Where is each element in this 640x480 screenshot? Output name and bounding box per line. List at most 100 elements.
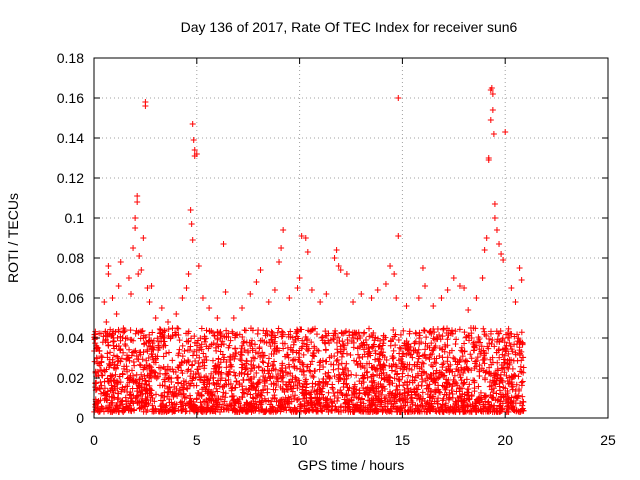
data-point [403,365,410,372]
data-point [389,380,396,387]
data-point [101,378,108,385]
data-point [370,384,377,391]
data-point [179,342,186,349]
data-point [508,331,515,338]
data-point [354,362,361,369]
data-point [278,245,285,251]
data-point [109,359,116,366]
data-point [298,233,305,239]
data-point [477,395,484,402]
data-point [104,397,111,404]
data-point [245,348,252,355]
data-point [350,334,357,341]
data-point [180,378,187,385]
data-point [203,373,210,380]
data-point [428,340,435,347]
data-point [247,342,254,349]
data-point [366,333,373,340]
data-point [445,395,452,402]
data-point [94,399,101,406]
data-point [361,346,368,353]
data-point [149,351,156,358]
data-point [94,360,101,367]
data-point [238,371,245,378]
data-point [234,331,241,338]
data-point [211,392,218,399]
data-point [264,386,271,393]
data-point [466,381,473,388]
data-point [369,382,376,389]
data-point [229,407,236,414]
data-point [452,398,459,405]
data-point [380,332,387,339]
data-point [471,388,478,395]
data-point [325,369,332,376]
data-point [429,363,436,370]
data-point [128,395,135,402]
data-point [515,335,522,342]
data-point [423,400,430,407]
data-point [495,330,502,337]
data-point [132,330,139,337]
data-point [415,382,422,389]
data-point [216,363,223,370]
data-point [136,253,143,259]
data-point [381,375,388,382]
data-point [372,334,379,341]
data-point [132,215,139,221]
data-point [146,363,153,370]
x-tick-label: 0 [90,432,98,448]
data-point [380,366,387,373]
data-point [271,346,278,353]
data-point [514,338,521,345]
data-point [343,271,350,277]
data-point [376,356,383,363]
data-point [138,371,145,378]
data-point [124,404,131,411]
data-point [476,366,483,373]
data-point [107,387,114,394]
data-point [160,353,167,360]
data-point [212,344,219,351]
data-point [122,394,129,401]
data-point [380,407,387,414]
data-point [345,387,352,394]
data-point [493,390,500,397]
data-point [376,351,383,358]
data-point [146,337,153,344]
data-point [347,351,354,358]
data-point [504,364,511,371]
data-point [488,341,495,348]
data-point [146,331,153,338]
data-point [197,377,204,384]
data-point [190,370,197,377]
data-point [137,335,144,342]
data-point [374,365,381,372]
data-point [361,329,368,336]
data-point [179,370,186,377]
data-point [498,251,505,257]
data-point [468,330,475,337]
data-point [452,408,459,415]
data-point [297,366,304,373]
data-point [314,394,321,401]
data-point [363,360,370,367]
data-point [174,325,181,332]
data-point [320,375,327,382]
data-point [456,357,463,364]
data-point [237,355,244,362]
data-point [152,315,159,321]
data-point [189,121,196,127]
data-point [452,328,459,335]
y-tick-label: 0.06 [57,290,84,306]
data-point [471,344,478,351]
data-point [470,341,477,348]
data-point [262,398,269,405]
data-point [304,249,311,255]
data-point [403,303,410,309]
data-point [341,329,348,336]
data-point [421,327,428,334]
data-point [187,395,194,402]
data-point [421,408,428,415]
data-point [393,295,400,301]
